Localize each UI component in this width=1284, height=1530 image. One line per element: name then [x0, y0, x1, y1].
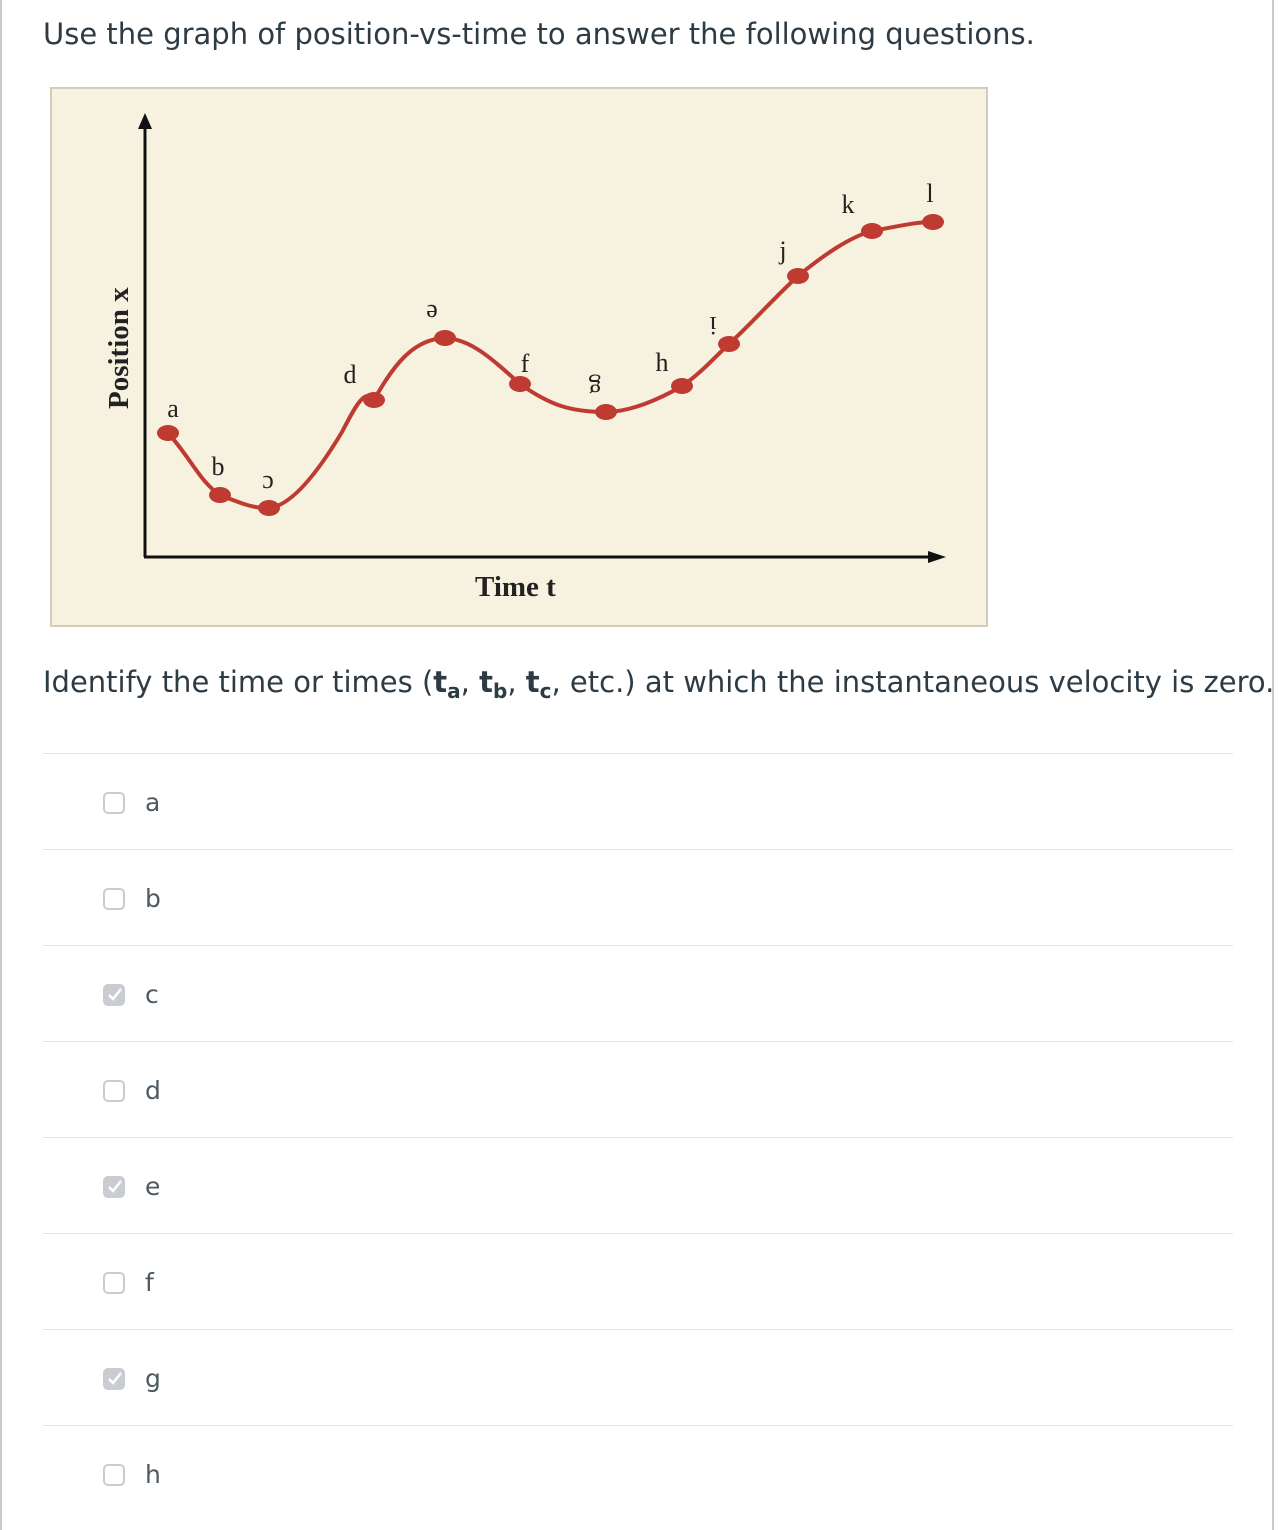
option-g[interactable]: g: [43, 1329, 1233, 1425]
option-label: f: [145, 1268, 154, 1297]
curve-point-j: [787, 268, 809, 284]
point-label-f: f: [521, 349, 530, 378]
checkbox[interactable]: [103, 792, 125, 814]
option-e[interactable]: e: [43, 1137, 1233, 1233]
option-label: h: [145, 1460, 161, 1489]
checkbox[interactable]: [103, 888, 125, 910]
option-label: b: [145, 884, 161, 913]
checkbox-checked[interactable]: [103, 1368, 125, 1390]
x-axis-label: Time t: [475, 571, 556, 603]
point-label-d: d: [344, 360, 357, 389]
curve-points: a b c d e f g h i j k l: [157, 179, 944, 516]
curve-point-b: [209, 487, 231, 503]
option-f[interactable]: f: [43, 1233, 1233, 1329]
point-label-a: a: [167, 394, 179, 423]
option-label: e: [145, 1172, 161, 1201]
point-label-j: j: [778, 236, 786, 265]
option-h[interactable]: h: [43, 1425, 1233, 1521]
curve-point-g: [595, 404, 617, 420]
x-axis-arrow: [928, 551, 946, 563]
option-c[interactable]: c: [43, 945, 1233, 1041]
curve-point-c: [258, 500, 280, 516]
point-label-c: c: [262, 470, 274, 499]
checkbox-checked[interactable]: [103, 984, 125, 1006]
option-label: a: [145, 788, 161, 817]
graph-background: [50, 87, 988, 627]
option-label: d: [145, 1076, 161, 1105]
checkbox-checked[interactable]: [103, 1176, 125, 1198]
point-label-b: b: [212, 452, 225, 481]
y-axis-label: Position x: [103, 287, 135, 409]
checkbox[interactable]: [103, 1080, 125, 1102]
option-label: c: [145, 980, 159, 1009]
option-d[interactable]: d: [43, 1041, 1233, 1137]
point-label-l: l: [926, 179, 933, 208]
point-label-e: e: [426, 299, 438, 328]
point-label-k: k: [842, 190, 855, 219]
curve-point-f: [509, 376, 531, 392]
curve-point-h: [671, 378, 693, 394]
point-label-g: g: [589, 374, 602, 403]
curve-point-d: [363, 392, 385, 408]
point-label-i: i: [709, 311, 716, 340]
curve-point-l: [922, 214, 944, 230]
y-axis-arrow: [138, 113, 152, 129]
curve-point-e: [434, 330, 456, 346]
position-time-graph: Position x Time t a b c d e f g h i j k l: [50, 87, 988, 627]
curve-point-i: [718, 336, 740, 352]
curve-point-k: [861, 223, 883, 239]
option-label: g: [145, 1364, 161, 1393]
checkbox[interactable]: [103, 1272, 125, 1294]
question-intro: Use the graph of position-vs-time to ans…: [43, 17, 1035, 51]
answer-options: a b c d e f g h: [43, 753, 1233, 1521]
option-b[interactable]: b: [43, 849, 1233, 945]
point-label-h: h: [656, 348, 669, 377]
option-a[interactable]: a: [43, 753, 1233, 849]
curve-point-a: [157, 425, 179, 441]
question-prompt: Identify the time or times (ta, tb, tc, …: [43, 665, 1275, 703]
checkbox[interactable]: [103, 1464, 125, 1486]
